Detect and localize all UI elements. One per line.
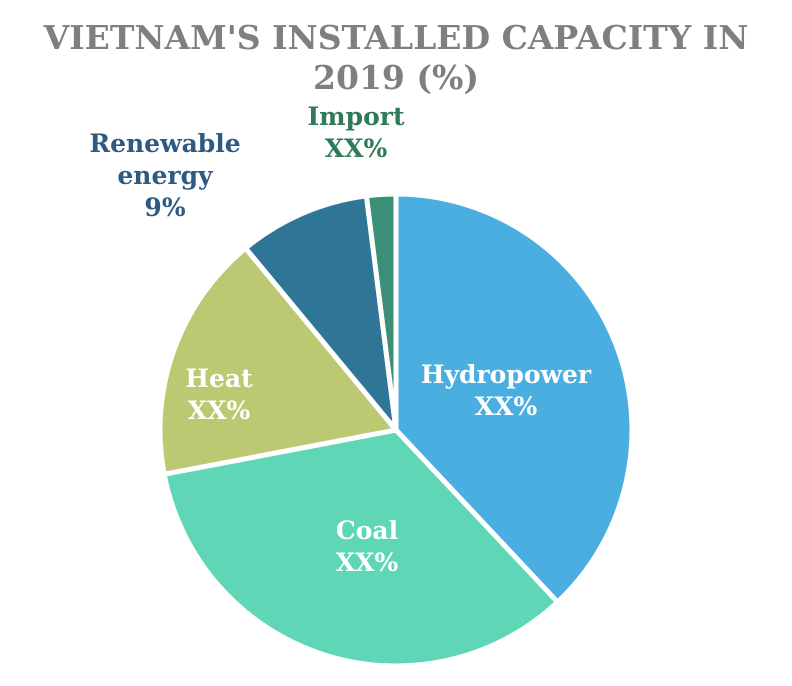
slice-label-heat-line-1: Heat xyxy=(185,364,253,393)
slice-label-heat-line-2: XX% xyxy=(188,396,251,425)
pie-slice-heat xyxy=(157,245,399,477)
slice-label-renewable-energy-line-1: Renewable xyxy=(89,129,240,158)
slice-label-renewable-energy-line-3: 9% xyxy=(144,193,185,222)
pie-slice-import xyxy=(363,191,399,433)
pie-slice-hydropower xyxy=(393,191,635,605)
slice-label-renewable-energy: Renewable energy 9% xyxy=(89,129,240,222)
slice-label-import-line-2: XX% xyxy=(325,134,388,163)
slice-label-hydropower-line-1: Hydropower xyxy=(421,360,592,389)
slice-label-import: Import XX% xyxy=(307,102,404,163)
chart-title-line-1: VIETNAM'S INSTALLED CAPACITY IN xyxy=(43,18,749,57)
slice-label-import-line-1: Import xyxy=(307,102,404,131)
slice-label-hydropower-line-2: XX% xyxy=(475,392,538,421)
slice-label-hydropower: Hydropower XX% xyxy=(421,360,592,421)
chart-title: VIETNAM'S INSTALLED CAPACITY IN 2019 (%) xyxy=(0,18,792,98)
pie-slice-renewable-energy xyxy=(243,193,399,433)
slice-label-heat: Heat XX% xyxy=(185,364,253,425)
slice-label-coal-line-2: XX% xyxy=(336,548,399,577)
chart-title-line-2: 2019 (%) xyxy=(313,58,479,97)
pie-slice-coal xyxy=(161,427,561,669)
slice-label-renewable-energy-line-2: energy xyxy=(117,161,214,190)
slice-label-coal-line-1: Coal xyxy=(336,516,398,545)
slice-label-coal: Coal XX% xyxy=(336,516,399,577)
